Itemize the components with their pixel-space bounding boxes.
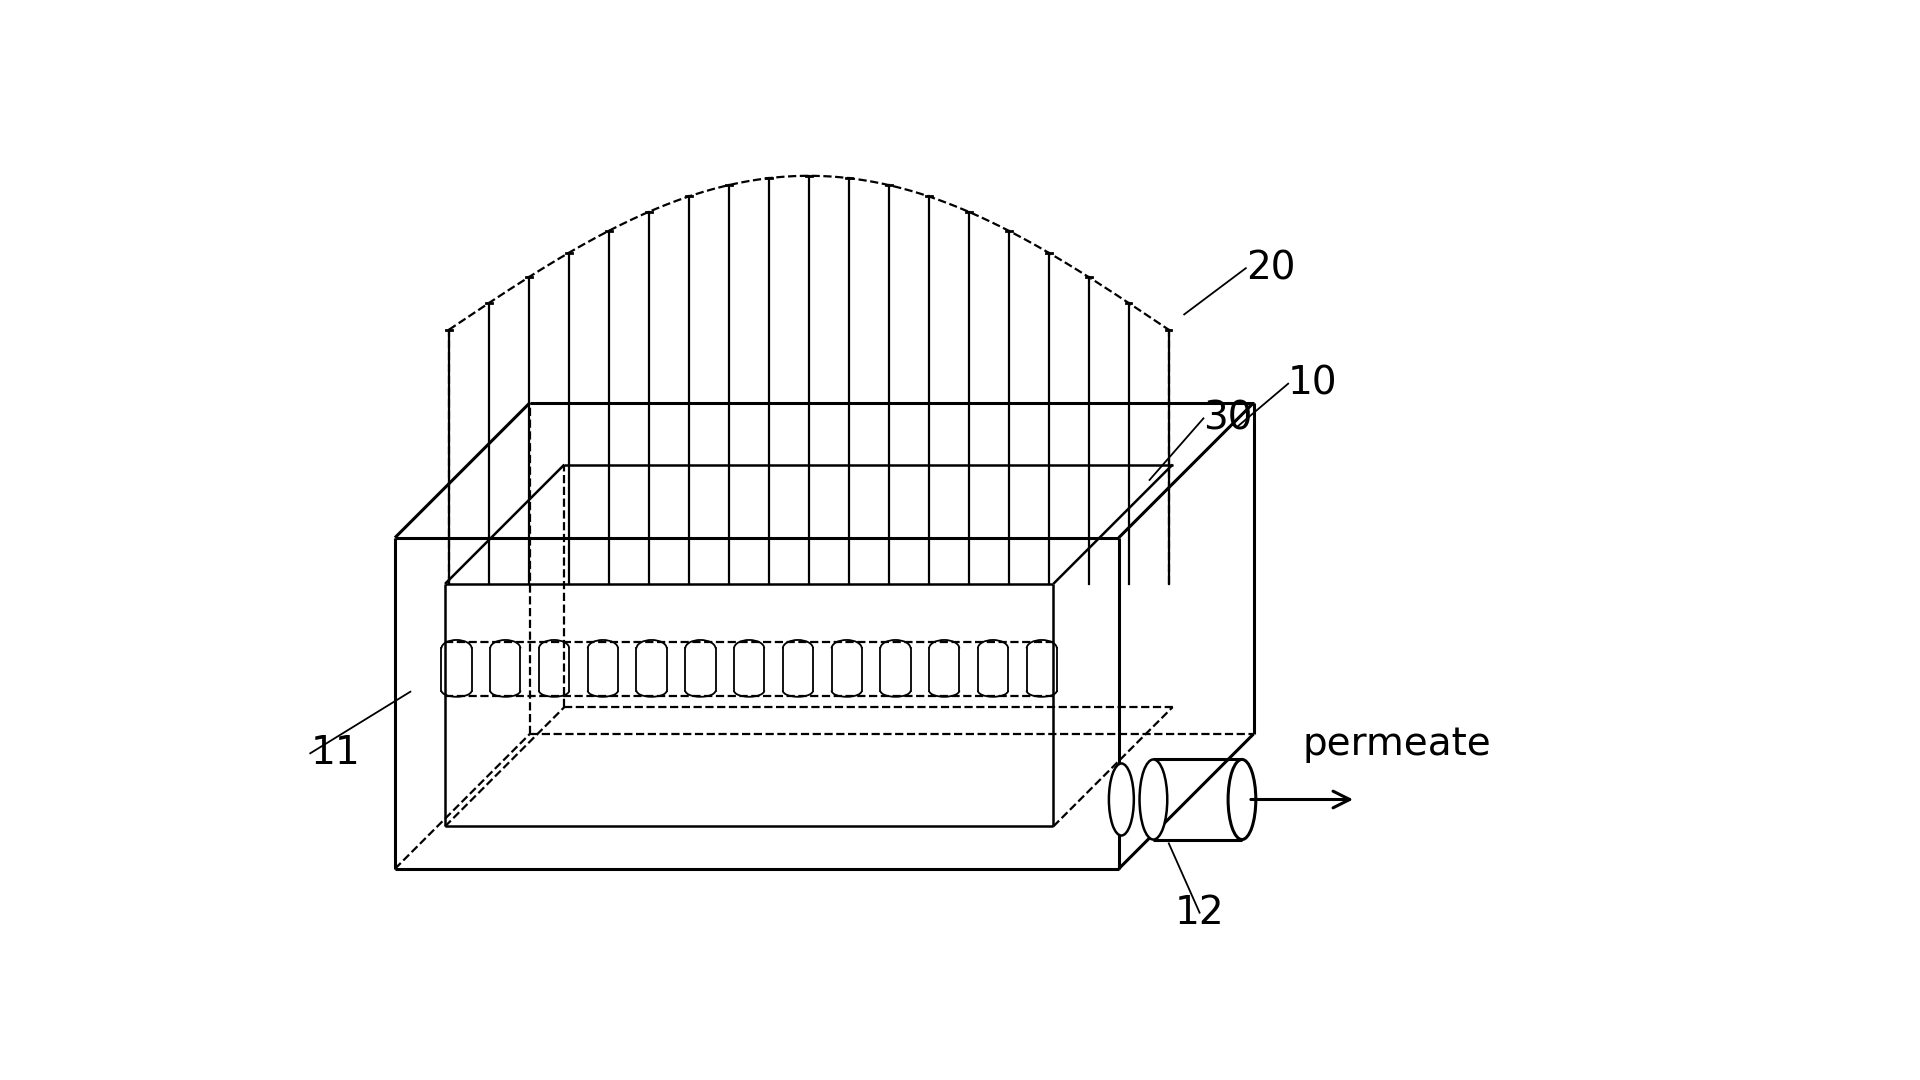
Ellipse shape	[1110, 764, 1135, 836]
Text: 12: 12	[1175, 893, 1225, 932]
Ellipse shape	[1229, 759, 1256, 839]
Text: 20: 20	[1246, 249, 1296, 287]
Text: permeate: permeate	[1302, 725, 1490, 762]
Text: 10: 10	[1288, 365, 1338, 403]
Text: 11: 11	[311, 734, 361, 772]
Text: 30: 30	[1204, 400, 1254, 437]
Ellipse shape	[1140, 759, 1167, 839]
